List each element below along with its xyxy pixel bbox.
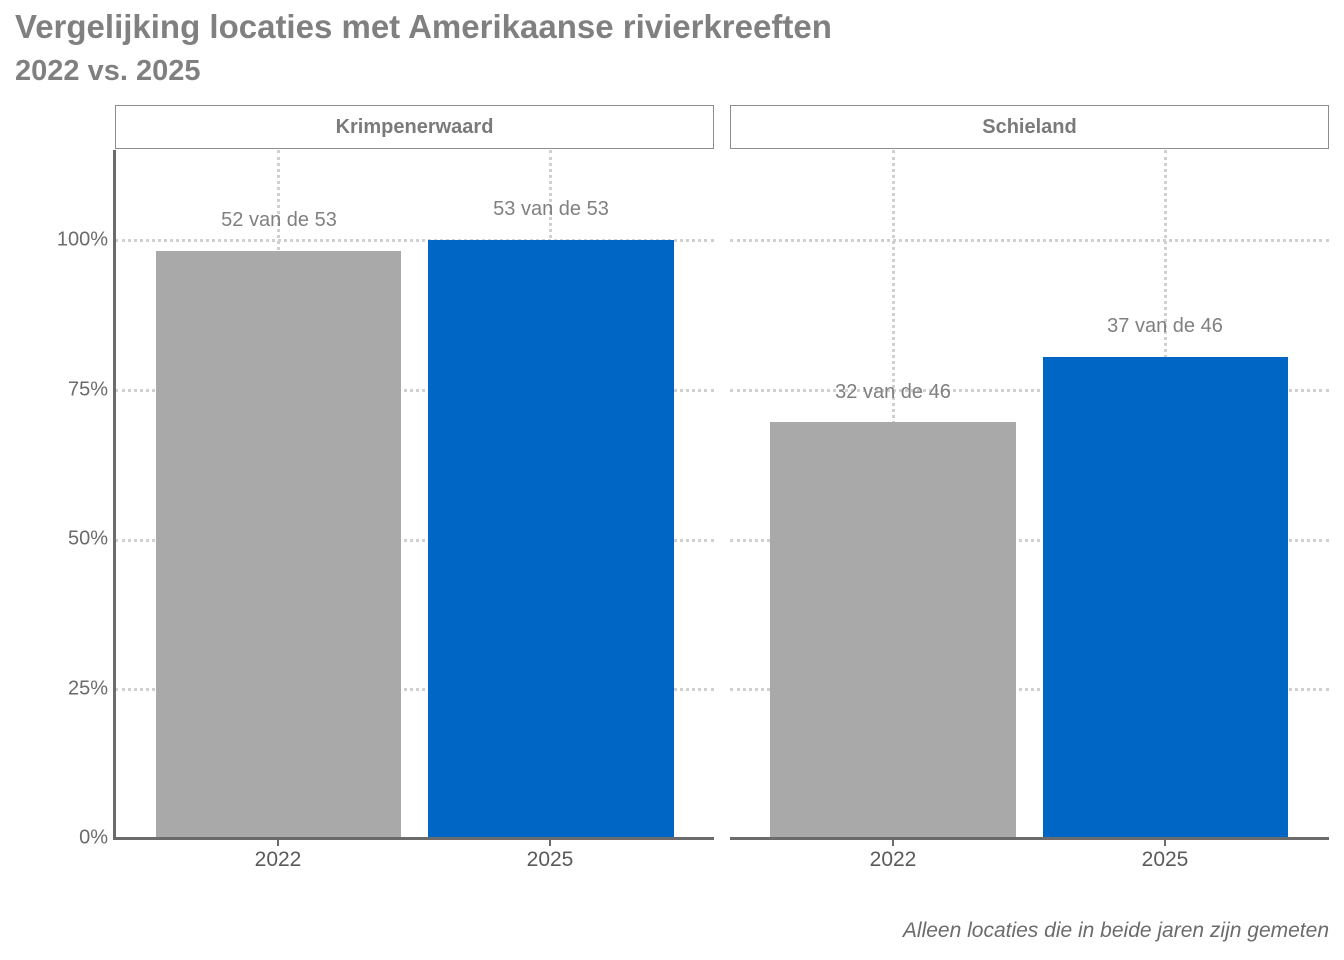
x-axis-line-schieland xyxy=(730,837,1329,840)
x-tick xyxy=(549,840,551,846)
bar-label: 52 van de 53 xyxy=(221,209,337,231)
panel-schieland: 32 van de 46 37 van de 46 xyxy=(730,150,1329,838)
panel-krimpenerwaard: 52 van de 53 53 van de 53 xyxy=(115,150,714,838)
bar-label: 32 van de 46 xyxy=(835,381,951,403)
facet-label: Schieland xyxy=(982,115,1077,138)
gridline-50 xyxy=(115,539,714,542)
y-tick-50: 50% xyxy=(67,527,108,550)
bar-krimpenerwaard-2025 xyxy=(428,240,674,838)
y-tick-25: 25% xyxy=(67,677,108,700)
y-axis-line xyxy=(113,150,116,840)
bar-label: 53 van de 53 xyxy=(493,198,609,220)
x-label-2025: 2025 xyxy=(1141,848,1189,871)
gridline-100 xyxy=(115,239,714,242)
facet-strip-krimpenerwaard: Krimpenerwaard xyxy=(115,105,714,149)
y-tick-100: 100% xyxy=(56,228,108,251)
chart-title: Vergelijking locaties met Amerikaanse ri… xyxy=(15,8,832,45)
gridline-75 xyxy=(115,389,714,392)
y-tick-75: 75% xyxy=(67,378,108,401)
gridline-100 xyxy=(730,239,1329,242)
x-tick xyxy=(892,840,894,846)
bar-schieland-2022 xyxy=(770,422,1016,838)
gridline-50 xyxy=(730,539,1329,542)
x-tick xyxy=(277,840,279,846)
x-label-2025: 2025 xyxy=(526,848,574,871)
y-tick-0: 0% xyxy=(79,826,108,849)
facet-strip-schieland: Schieland xyxy=(730,105,1329,149)
gridline-25 xyxy=(730,688,1329,691)
chart-subtitle: 2022 vs. 2025 xyxy=(15,55,201,87)
x-tick xyxy=(1164,840,1166,846)
bar-label: 37 van de 46 xyxy=(1107,315,1223,337)
gridline-75 xyxy=(730,389,1329,392)
x-label-2022: 2022 xyxy=(254,848,302,871)
facet-label: Krimpenerwaard xyxy=(335,115,494,138)
x-label-2022: 2022 xyxy=(869,848,917,871)
chart-caption: Alleen locaties die in beide jaren zijn … xyxy=(902,919,1329,942)
bar-krimpenerwaard-2022 xyxy=(156,251,401,838)
x-axis-line-krimpenerwaard xyxy=(113,837,714,840)
bar-schieland-2025 xyxy=(1043,357,1288,838)
gridline-25 xyxy=(115,688,714,691)
